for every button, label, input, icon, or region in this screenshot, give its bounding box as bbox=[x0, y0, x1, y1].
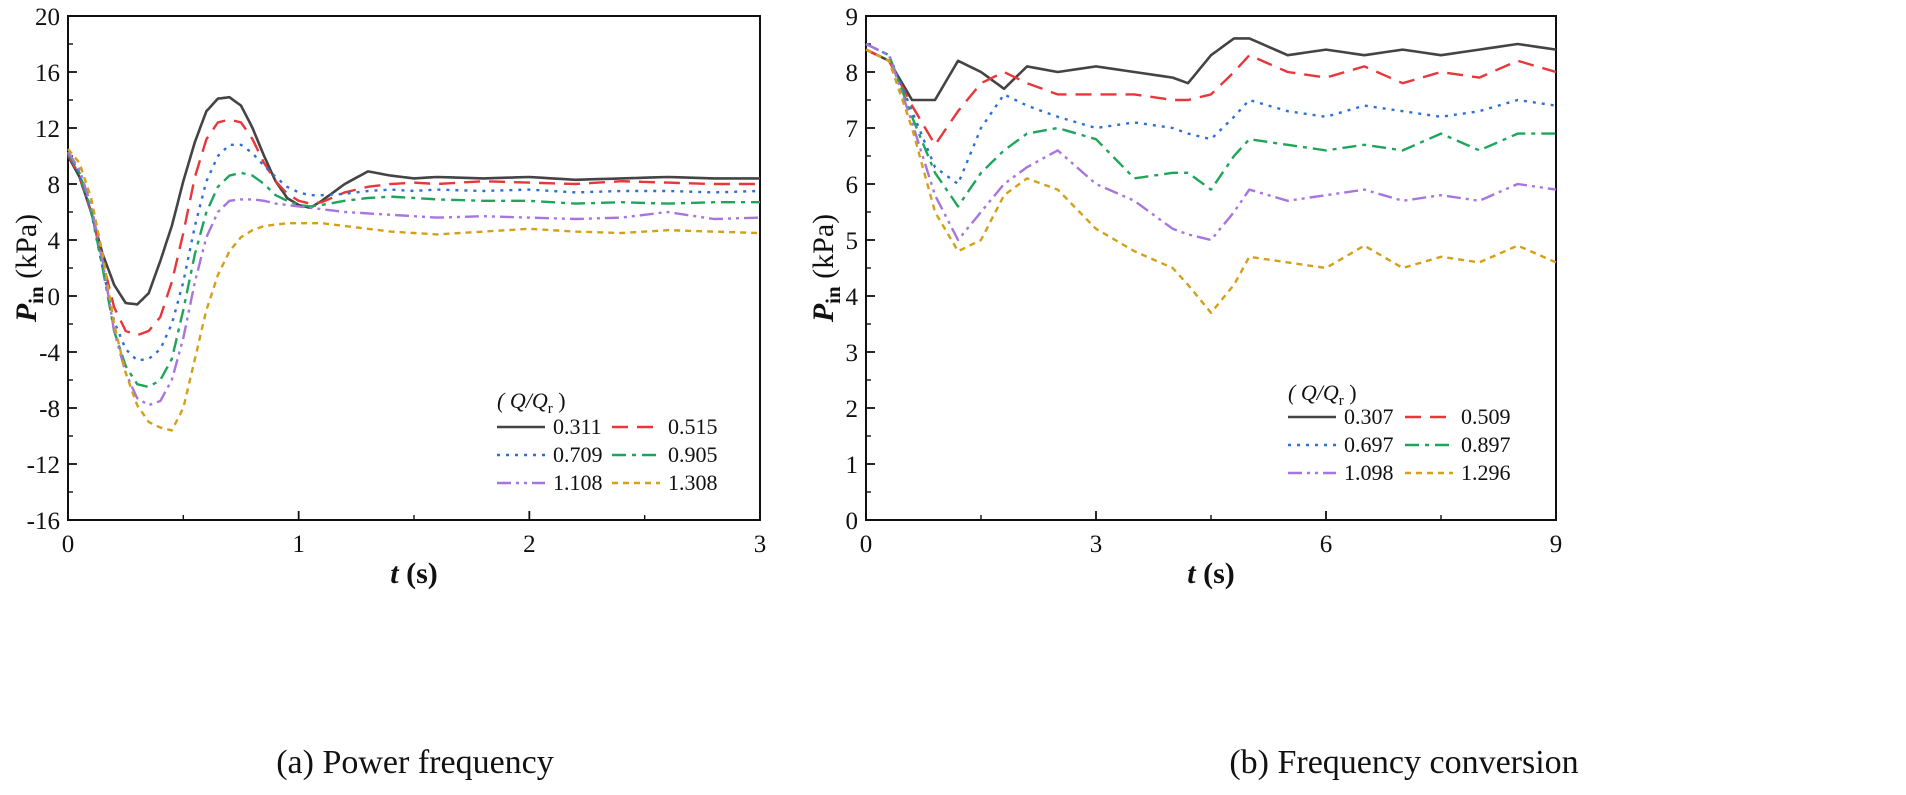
legend-label-0.307: 0.307 bbox=[1344, 404, 1394, 429]
y-tick-label: 9 bbox=[846, 4, 859, 31]
series-line-0.905 bbox=[66, 152, 760, 389]
chart-panel-b: 0 1 2 3 4 5 6 7 8 9 0 3 6 9 t (s) Pin (kPa) ( Q/Qr )0.30… bbox=[807, 4, 1562, 590]
series-line-0.709 bbox=[66, 143, 761, 362]
x-tick-label: 6 bbox=[1320, 531, 1333, 558]
y-tick-label: -4 bbox=[39, 340, 60, 367]
x-tick-label: 9 bbox=[1550, 531, 1563, 558]
y-axis-label: Pin (kPa) bbox=[807, 214, 845, 323]
y-tick-label: 4 bbox=[846, 284, 859, 311]
y-tick-label: 7 bbox=[846, 116, 859, 143]
series-line-0.509 bbox=[865, 48, 1557, 146]
legend-label-0.509: 0.509 bbox=[1461, 404, 1511, 429]
caption-a: (a) Power frequency bbox=[276, 744, 554, 781]
series-line-1.108 bbox=[66, 151, 761, 407]
series-line-0.307 bbox=[865, 37, 1557, 102]
x-tick-label: 0 bbox=[62, 531, 75, 558]
y-tick-label: 1 bbox=[846, 452, 859, 479]
legend-label-0.697: 0.697 bbox=[1344, 432, 1394, 457]
y-tick-label: -16 bbox=[27, 508, 60, 535]
y-tick-label: 8 bbox=[48, 172, 61, 199]
x-axis-label: t (s) bbox=[1187, 557, 1235, 590]
x-tick-label: 1 bbox=[292, 531, 305, 558]
y-tick-label: -12 bbox=[27, 452, 60, 479]
y-tick-label: 0 bbox=[48, 284, 61, 311]
caption-b: (b) Frequency conversion bbox=[1229, 744, 1578, 781]
legend: ( Q/Qr )0.307 0.509 0.697 0.897 1.098 1.296 bbox=[1288, 380, 1511, 485]
legend-label-1.098: 1.098 bbox=[1344, 460, 1394, 485]
y-tick-label: 6 bbox=[846, 172, 859, 199]
legend: ( Q/Qr )0.311 0.515 0.709 0.905 1.108 1.308 bbox=[497, 388, 718, 495]
y-tick-label: 0 bbox=[846, 508, 859, 535]
y-tick-label: 16 bbox=[35, 60, 60, 87]
legend-label-0.515: 0.515 bbox=[668, 414, 718, 439]
x-tick-label: 0 bbox=[860, 531, 873, 558]
series-line-0.897 bbox=[865, 42, 1556, 208]
series-line-1.098 bbox=[865, 42, 1557, 242]
y-tick-label: 5 bbox=[846, 228, 859, 255]
y-tick-label: 2 bbox=[846, 396, 859, 423]
legend-label-1.296: 1.296 bbox=[1461, 460, 1511, 485]
y-axis-label: Pin (kPa) bbox=[10, 214, 48, 323]
plot-frame bbox=[865, 15, 1557, 521]
plot-frame bbox=[67, 15, 761, 521]
y-tick-label: 3 bbox=[846, 340, 859, 367]
legend-label-1.308: 1.308 bbox=[668, 470, 718, 495]
y-tick-label: 20 bbox=[35, 4, 60, 31]
y-tick-label: 4 bbox=[48, 228, 61, 255]
y-tick-label: 12 bbox=[35, 116, 60, 143]
x-axis-label: t (s) bbox=[390, 557, 438, 590]
series-line-0.697 bbox=[865, 42, 1557, 186]
y-tick-label: -8 bbox=[39, 396, 60, 423]
x-tick-label: 2 bbox=[523, 531, 536, 558]
x-tick-label: 3 bbox=[754, 531, 767, 558]
legend-label-1.108: 1.108 bbox=[553, 470, 603, 495]
series-line-0.515 bbox=[66, 118, 760, 337]
legend-label-0.709: 0.709 bbox=[553, 442, 603, 467]
legend-label-0.311: 0.311 bbox=[553, 414, 602, 439]
legend-label-0.897: 0.897 bbox=[1461, 432, 1511, 457]
series-line-1.308 bbox=[67, 148, 761, 432]
series-line-0.311 bbox=[66, 95, 760, 306]
x-tick-label: 3 bbox=[1090, 531, 1103, 558]
legend-title: ( Q/Qr ) bbox=[1288, 380, 1357, 409]
legend-label-0.905: 0.905 bbox=[668, 442, 718, 467]
legend-title: ( Q/Qr ) bbox=[497, 388, 566, 417]
y-tick-label: 8 bbox=[846, 60, 859, 87]
series-line-1.296 bbox=[865, 48, 1557, 314]
